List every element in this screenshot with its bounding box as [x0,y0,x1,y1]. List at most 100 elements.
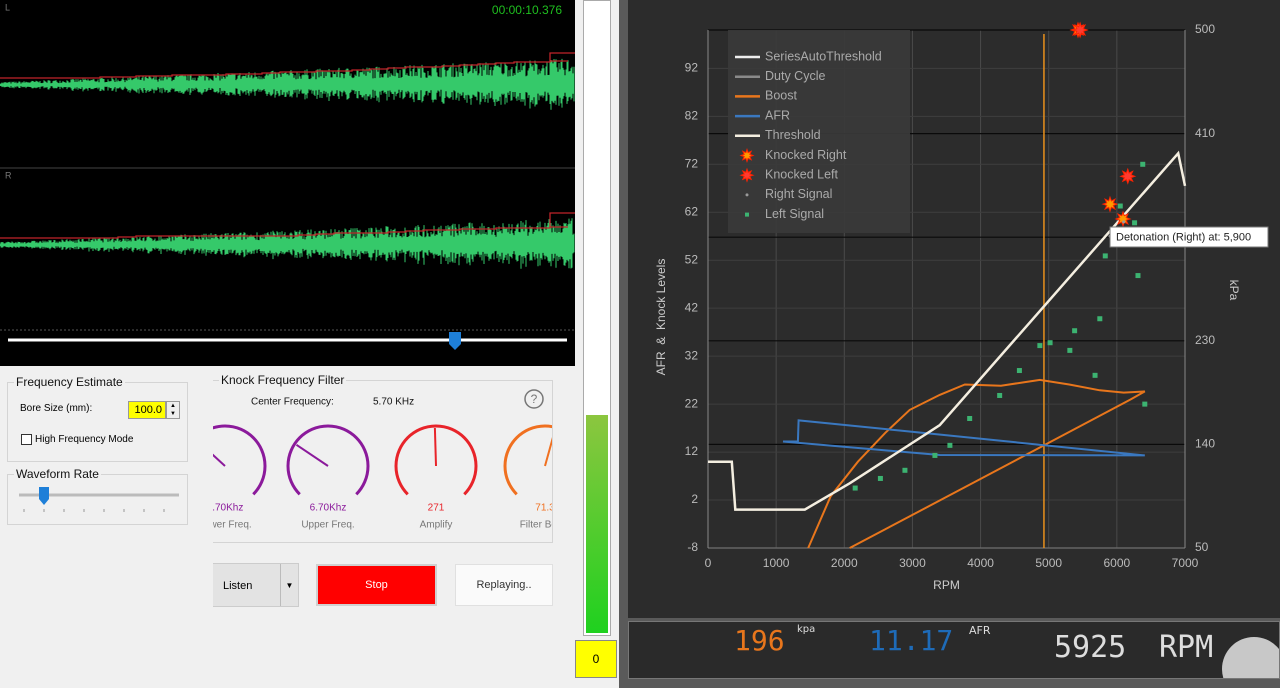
y-tick-label: 82 [685,109,699,123]
level-fill [586,415,608,633]
legend-label: Threshold [765,128,821,142]
dial-needle [544,437,552,467]
listen-dropdown[interactable]: ▼ [280,564,298,606]
y-axis-label: AFR & Knock Levels [654,259,668,376]
high-freq-checkbox[interactable] [21,434,32,445]
listen-text: Listen [223,580,253,592]
center-freq-label: Center Frequency: [251,397,334,408]
legend-swatch [739,167,755,183]
series-line [782,419,1145,457]
knock-marker [1101,195,1119,213]
waveform-panel: L R 00:00:10.376 [0,0,575,366]
y2-tick-label: 500 [1195,22,1215,36]
level-value: 0 [575,640,617,678]
signal-point [1067,347,1073,353]
y2-tick-label: 230 [1195,333,1215,347]
chart-bg [628,0,1280,618]
signal-point [1102,253,1108,259]
rate-slider[interactable] [8,475,188,525]
dial-arc [503,424,552,496]
dial-value: 71.3 [535,503,552,514]
dial-value: 4.70Khz [213,503,243,514]
envelope [0,52,575,79]
help-button[interactable] [524,389,544,409]
legend-label: Left Signal [765,207,824,221]
afr-readout: 11.17 [869,624,954,657]
signal-point [877,475,883,481]
signal-point [932,452,938,458]
signal-point [1135,273,1141,279]
signal-point [1072,328,1078,334]
signal-point [1047,340,1053,346]
y-tick-label: 32 [685,348,699,362]
signal-point [997,392,1003,398]
legend-swatch [739,147,755,164]
dial-label: Amplify [420,520,453,531]
group-title: Knock Frequency Filter [219,373,347,387]
legend-label: Knocked Right [765,148,847,162]
tooltip-bg [1109,226,1269,248]
x-tick-label: 5000 [1035,556,1062,570]
listen-button[interactable]: Listen ▼ [213,563,299,607]
y-tick-label: -8 [687,540,698,554]
corner-button[interactable] [1222,637,1279,678]
bore-label: Bore Size (mm): [20,403,93,414]
rate-thumb[interactable] [39,487,49,505]
dial-label: Upper Freq. [301,520,354,531]
dial-arc [213,424,267,496]
dial-needle [213,453,226,467]
rpm-unit: RPM [1159,630,1214,665]
replaying-button[interactable]: Replaying.. [455,564,553,606]
kpa-readout: 196 [734,624,785,657]
x-axis-label: RPM [933,578,960,592]
knock-marker [1119,167,1137,185]
dial-value: 6.70Khz [310,503,347,514]
y2-tick-label: 50 [1195,540,1209,554]
dial-arc [394,424,478,496]
waveform [0,218,575,269]
x-tick-label: 7000 [1172,556,1199,570]
legend-bg [728,30,910,233]
signal-point [1142,401,1148,407]
legend-label: Duty Cycle [765,69,825,83]
signal-point [1140,161,1146,167]
bore-input[interactable]: 100.0 [128,401,166,419]
y-tick-label: 42 [685,300,699,314]
stop-button[interactable]: Stop [316,564,437,606]
legend-label: Right Signal [765,187,832,201]
dial-label: Lower Freq. [213,520,252,531]
legend-swatch [745,212,749,217]
y2-tick-label: 140 [1195,437,1215,451]
tooltip-text: Detonation (Right) at: 5,900 [1116,231,1251,243]
level-meter [583,0,611,636]
legend-label: AFR [765,108,790,122]
readout-bar: 196 kpa 11.17 AFR 5925 RPM [628,621,1280,679]
rate-ticks [23,509,165,512]
legend: SeriesAutoThreshold Duty Cycle Boost AFR Thr… [728,30,910,233]
dial-arc [286,424,370,496]
signal-point [852,485,858,491]
dials: Center Frequency: 5.70 KHz ? 4.70Khz Lowe… [213,389,552,531]
signal-point [902,467,908,473]
series-line [708,150,1187,511]
signal-point [967,416,973,421]
y-tick-label: 22 [685,396,699,410]
knock-filter-group: Knock Frequency Filter Center Frequency:… [213,373,553,543]
x-tick-label: 1000 [763,556,790,570]
signal-point [1122,220,1126,224]
high-freq-label: High Frequency Mode [35,434,134,445]
right-channel-label: R [5,170,12,180]
dial-value: 271 [428,503,445,514]
y-tick-label: 2 [691,492,698,506]
y2-axis-label: kPa [1227,280,1241,301]
rpm-readout: 5925 [1054,630,1127,665]
legend-label: SeriesAutoThreshold [765,49,882,63]
dial-needle [295,443,329,467]
help-text[interactable]: ? [531,392,538,406]
center-freq-value: 5.70 KHz [373,397,414,408]
signal-point [1097,316,1103,322]
bore-spinner[interactable]: ▲ ▼ [166,401,180,419]
afr-unit: AFR [969,624,991,637]
seek-thumb[interactable] [449,332,461,350]
left-channel-label: L [5,2,10,12]
